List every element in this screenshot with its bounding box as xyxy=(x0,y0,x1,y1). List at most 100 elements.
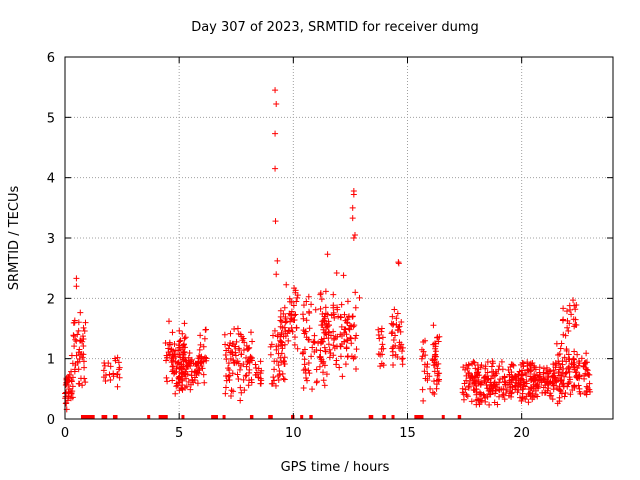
data-point xyxy=(463,362,470,369)
data-point xyxy=(575,358,582,365)
zero-value-marker xyxy=(441,415,445,419)
data-point xyxy=(333,361,340,368)
data-point xyxy=(339,373,346,380)
data-point xyxy=(563,358,570,365)
data-point xyxy=(189,377,196,384)
data-point xyxy=(399,355,406,362)
data-point xyxy=(485,387,492,394)
data-point xyxy=(499,366,506,373)
data-point xyxy=(199,358,206,365)
data-point xyxy=(563,347,570,354)
data-point xyxy=(350,323,357,330)
data-point xyxy=(435,360,442,367)
data-point xyxy=(547,368,554,375)
data-point xyxy=(79,382,86,389)
data-point xyxy=(288,324,295,331)
data-point xyxy=(225,360,232,367)
data-point xyxy=(432,351,439,358)
data-point xyxy=(344,337,351,344)
data-point xyxy=(82,319,89,326)
data-point xyxy=(318,356,325,363)
data-point xyxy=(486,401,493,408)
data-point xyxy=(240,376,247,383)
data-point xyxy=(177,346,184,353)
data-point xyxy=(398,319,405,326)
data-point xyxy=(197,341,204,348)
data-point xyxy=(330,302,337,309)
data-point xyxy=(375,326,382,333)
data-point xyxy=(203,355,210,362)
data-point xyxy=(338,323,345,330)
data-point xyxy=(492,390,499,397)
data-point xyxy=(299,311,306,318)
data-point xyxy=(562,370,569,377)
data-point xyxy=(280,357,287,364)
data-point xyxy=(521,379,528,386)
data-point xyxy=(288,299,295,306)
data-point xyxy=(176,387,183,394)
x-tick-label: 5 xyxy=(175,426,183,441)
data-point xyxy=(535,385,542,392)
data-point xyxy=(549,380,556,387)
data-point xyxy=(273,346,280,353)
data-point xyxy=(116,374,123,381)
data-point xyxy=(571,302,578,309)
zero-value-marker xyxy=(268,415,273,419)
data-point xyxy=(434,365,441,372)
data-point xyxy=(252,364,259,371)
y-tick-label: 6 xyxy=(47,51,55,66)
data-point xyxy=(557,364,564,371)
data-point xyxy=(527,384,534,391)
data-point xyxy=(341,311,348,318)
data-point xyxy=(395,324,402,331)
data-point xyxy=(170,363,177,370)
data-point xyxy=(564,324,571,331)
zero-value-marker xyxy=(309,415,313,419)
data-point xyxy=(519,359,526,366)
data-point xyxy=(231,325,238,332)
data-point xyxy=(77,351,84,358)
data-point xyxy=(312,306,319,313)
data-point xyxy=(273,271,280,278)
data-point xyxy=(317,353,324,360)
data-point xyxy=(280,310,287,317)
data-point xyxy=(166,351,173,358)
data-point xyxy=(390,336,397,343)
data-point xyxy=(421,368,428,375)
data-point xyxy=(544,387,551,394)
data-point xyxy=(574,351,581,358)
data-point xyxy=(512,386,519,393)
data-point xyxy=(169,377,176,384)
data-point xyxy=(69,388,76,395)
data-point xyxy=(375,332,382,339)
data-point xyxy=(349,204,356,211)
data-point xyxy=(338,301,345,308)
data-point xyxy=(222,390,229,397)
zero-value-marker xyxy=(211,415,218,419)
data-point xyxy=(177,337,184,344)
data-point xyxy=(347,334,354,341)
data-point xyxy=(114,371,121,378)
data-point xyxy=(557,387,564,394)
data-point xyxy=(571,323,578,330)
data-point xyxy=(501,374,508,381)
data-point xyxy=(232,352,239,359)
data-point xyxy=(325,321,332,328)
data-point xyxy=(349,215,356,222)
data-point xyxy=(283,318,290,325)
data-point xyxy=(168,355,175,362)
data-point xyxy=(500,385,507,392)
data-point xyxy=(472,365,479,372)
y-tick-label: 2 xyxy=(47,292,55,307)
data-point xyxy=(555,369,562,376)
data-point xyxy=(317,290,324,297)
data-point xyxy=(191,369,198,376)
data-point xyxy=(553,378,560,385)
data-point xyxy=(392,351,399,358)
data-point xyxy=(330,291,337,298)
data-point xyxy=(106,371,113,378)
data-point xyxy=(286,295,293,302)
data-point xyxy=(198,359,205,366)
chart-title: Day 307 of 2023, SRMTID for receiver dum… xyxy=(191,20,479,35)
data-point xyxy=(73,338,80,345)
